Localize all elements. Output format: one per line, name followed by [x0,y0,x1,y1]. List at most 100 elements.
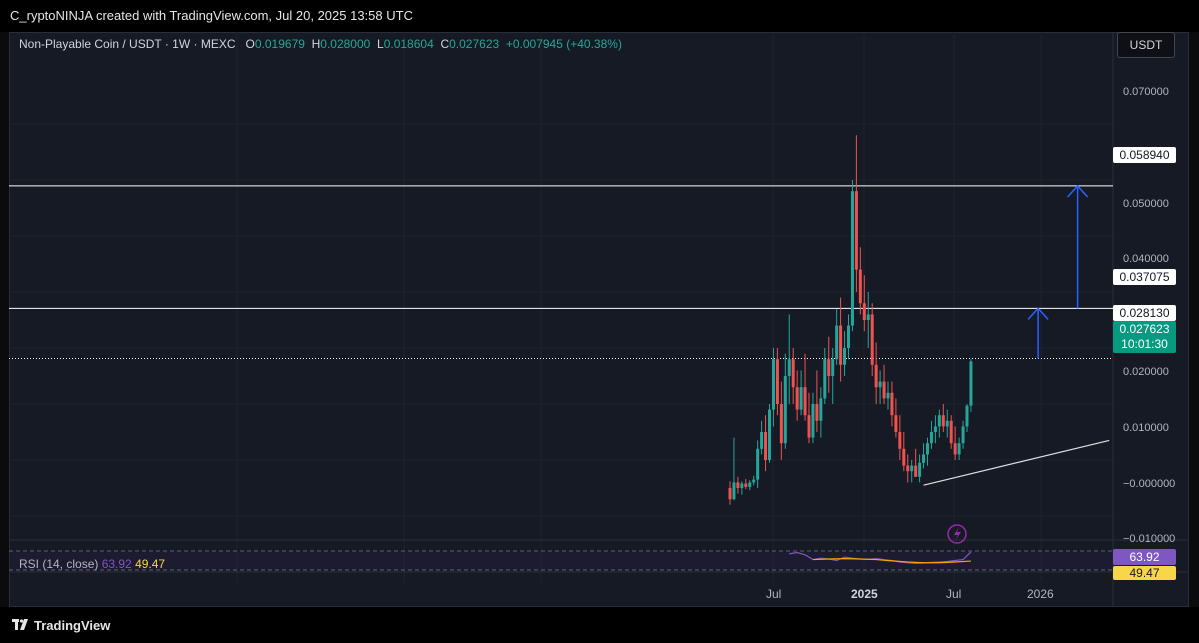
open-label: O [245,37,255,51]
candle-body [827,359,831,376]
footer-bar: TradingView [0,607,1199,643]
candlestick-series [728,135,973,505]
candle-body [815,404,819,421]
candle-body [744,483,748,487]
currency-button[interactable]: USDT [1117,32,1175,58]
y-tick-label: −0.010000 [1123,533,1176,545]
candle-body [823,359,827,399]
candle-body [803,387,807,416]
candle-body [756,448,760,480]
rsi-line [789,551,972,564]
candle-body [799,387,803,410]
rsi-ma-value: 49.47 [135,557,166,571]
last-price-value: 0.027623 [1119,322,1170,336]
level-price-tag: 0.028130 [1113,305,1176,321]
y-tick-label: 0.020000 [1123,366,1169,378]
candle-body [874,364,878,388]
y-tick-label: 0.050000 [1123,198,1169,210]
rsi-band-fill [9,551,1113,570]
candle-body [914,465,918,477]
candle-body [949,420,953,444]
candle-body [882,381,886,399]
rsi-legend: RSI (14, close) 63.92 49.47 [19,557,165,571]
candle-body [740,483,744,488]
candle-body [764,432,768,460]
candle-body [918,462,922,477]
candle-body [858,269,862,304]
attribution-header: C_ryptoNINJA created with TradingView.co… [0,0,1199,32]
x-tick-label: 2026 [1027,587,1054,601]
candle-body [791,359,795,388]
chart-frame[interactable] [9,32,1189,607]
footer-brand[interactable]: TradingView [34,618,111,633]
bar-countdown: 10:01:30 [1121,337,1168,351]
close-label: C [440,37,450,51]
candle-body [870,314,874,365]
candle-body [850,191,854,326]
candle-body [926,443,929,455]
candle-body [847,325,850,348]
candle-body [878,381,882,388]
low-label: L [377,37,384,51]
candle-body [807,415,811,438]
y-tick-label: 0.070000 [1123,86,1169,98]
change-value: +0.007945 (+40.38%) [505,37,622,51]
rsi-value: 63.92 [101,557,132,571]
x-tick-label: Jul [946,587,962,601]
candle-body [843,348,847,365]
candle-body [779,404,783,444]
symbol-name[interactable]: Non-Playable Coin / USDT · 1W · MEXC [19,37,236,51]
y-tick-label: 0.010000 [1123,422,1169,434]
candle-body [819,398,823,421]
candle-body [937,415,941,427]
candle-body [854,191,858,270]
candle-body [736,482,740,488]
candle-body [839,325,843,365]
x-tick-label: 2025 [851,587,878,601]
close-value: 0.027623 [449,37,500,51]
projection-arrow-head [1027,307,1049,320]
candle-body [890,392,894,416]
candle-body [965,405,969,427]
candle-body [906,465,910,472]
candle-body [898,432,902,449]
symbol-legend: Non-Playable Coin / USDT · 1W · MEXC O 0.… [19,37,622,51]
candle-body [953,443,957,455]
rsi-ma-tag: 49.47 [1113,566,1176,580]
candle-body [961,426,965,444]
lightning-icon[interactable] [947,524,967,544]
candle-body [811,404,815,438]
rsi-pane [9,550,1113,571]
candle-body [957,443,961,455]
rsi-label[interactable]: RSI (14, close) [19,557,99,571]
y-tick-label: 0.040000 [1123,253,1169,265]
candle-body [728,488,732,500]
low-value: 0.018604 [383,37,434,51]
candle-body [910,465,914,472]
candle-body [771,359,775,410]
candle-body [929,432,933,444]
projection-arrows [1027,184,1089,359]
projection-arrow-head [1067,184,1089,198]
attribution-text: C_ryptoNINJA created with TradingView.co… [10,8,413,23]
chart-grid [9,32,1189,607]
candle-body [748,482,752,487]
candle-body [933,426,937,432]
level-price-tag: 0.037075 [1113,269,1176,285]
level-price-tag: 0.058940 [1113,147,1176,163]
support-trendline [923,439,1110,486]
x-tick-label: Jul [766,587,782,601]
candle-body [732,482,736,500]
candle-body [941,415,945,427]
candle-body [835,325,839,360]
y-tick-label: −0.000000 [1123,478,1176,490]
last-price-tag: 0.027623 10:01:30 [1113,321,1176,353]
candle-body [922,454,926,463]
candle-body [795,387,799,410]
candle-body [886,392,890,399]
candle-body [894,415,898,432]
candle-body [760,432,764,449]
trendline-group [923,439,1110,486]
candle-body [752,479,756,483]
chart-canvas[interactable] [9,32,1189,607]
